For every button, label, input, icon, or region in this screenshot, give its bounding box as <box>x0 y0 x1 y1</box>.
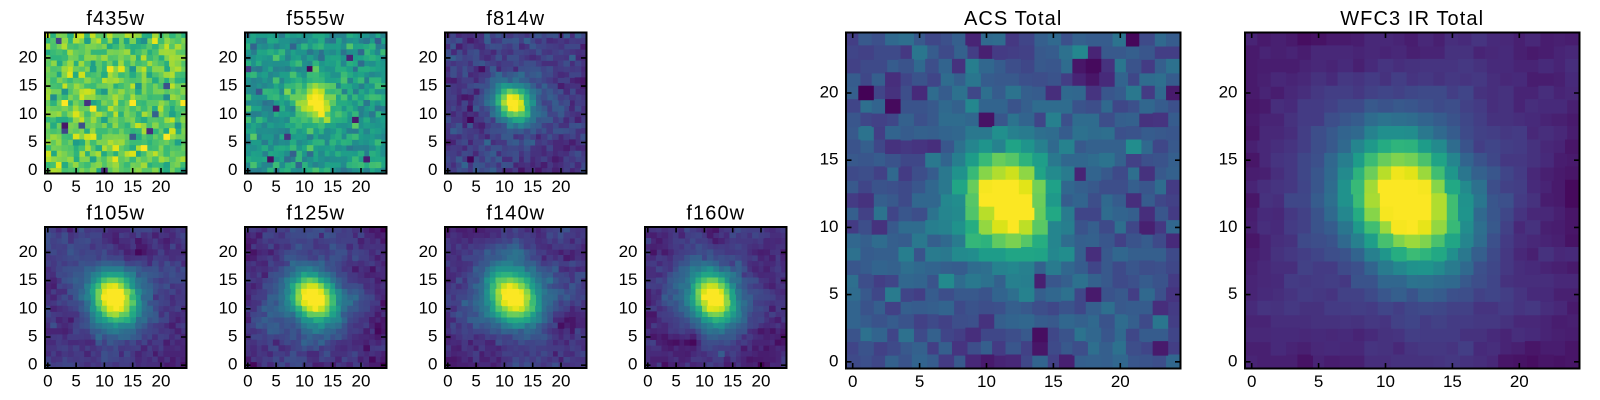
svg-text:0: 0 <box>1228 351 1237 370</box>
svg-text:15: 15 <box>323 372 342 391</box>
svg-text:5: 5 <box>271 372 280 391</box>
svg-text:0: 0 <box>28 355 37 374</box>
svg-text:f435w: f435w <box>86 8 145 30</box>
svg-text:0: 0 <box>428 160 437 179</box>
svg-text:5: 5 <box>71 372 80 391</box>
svg-text:10: 10 <box>977 372 996 391</box>
svg-text:5: 5 <box>471 372 480 391</box>
svg-text:WFC3 IR Total: WFC3 IR Total <box>1340 8 1484 30</box>
svg-text:20: 20 <box>219 47 238 66</box>
svg-text:0: 0 <box>228 160 237 179</box>
svg-text:5: 5 <box>28 327 37 346</box>
svg-text:15: 15 <box>419 270 438 289</box>
svg-text:15: 15 <box>619 270 638 289</box>
svg-text:0: 0 <box>28 160 37 179</box>
svg-text:15: 15 <box>523 177 542 196</box>
svg-text:5: 5 <box>471 177 480 196</box>
svg-text:f105w: f105w <box>86 203 145 225</box>
svg-text:10: 10 <box>19 298 38 317</box>
svg-text:10: 10 <box>1376 372 1395 391</box>
svg-text:ACS Total: ACS Total <box>964 8 1062 30</box>
svg-text:f160w: f160w <box>686 203 745 225</box>
svg-text:15: 15 <box>19 76 38 95</box>
svg-text:f125w: f125w <box>286 203 345 225</box>
svg-text:5: 5 <box>71 177 80 196</box>
svg-text:20: 20 <box>1111 372 1130 391</box>
svg-text:20: 20 <box>219 242 238 261</box>
svg-text:20: 20 <box>752 372 771 391</box>
svg-text:15: 15 <box>219 270 238 289</box>
svg-text:5: 5 <box>228 327 237 346</box>
svg-text:20: 20 <box>552 372 571 391</box>
svg-text:20: 20 <box>19 47 38 66</box>
svg-text:f555w: f555w <box>286 8 345 30</box>
svg-text:15: 15 <box>723 372 742 391</box>
svg-text:0: 0 <box>243 177 252 196</box>
svg-text:15: 15 <box>1044 372 1063 391</box>
svg-text:15: 15 <box>1219 150 1238 169</box>
svg-text:0: 0 <box>43 177 52 196</box>
svg-text:5: 5 <box>271 177 280 196</box>
svg-text:15: 15 <box>219 76 238 95</box>
svg-text:0: 0 <box>228 355 237 374</box>
svg-text:0: 0 <box>1247 372 1256 391</box>
svg-text:10: 10 <box>820 217 839 236</box>
svg-text:0: 0 <box>848 372 857 391</box>
svg-text:15: 15 <box>19 270 38 289</box>
svg-text:5: 5 <box>628 327 637 346</box>
svg-text:0: 0 <box>443 372 452 391</box>
svg-text:10: 10 <box>619 298 638 317</box>
svg-text:20: 20 <box>619 242 638 261</box>
svg-text:10: 10 <box>219 104 238 123</box>
svg-text:0: 0 <box>628 355 637 374</box>
svg-text:5: 5 <box>671 372 680 391</box>
svg-text:5: 5 <box>228 132 237 151</box>
svg-text:10: 10 <box>295 177 314 196</box>
svg-text:5: 5 <box>28 132 37 151</box>
svg-text:0: 0 <box>243 372 252 391</box>
svg-text:f814w: f814w <box>486 8 545 30</box>
svg-text:15: 15 <box>523 372 542 391</box>
svg-text:10: 10 <box>295 372 314 391</box>
svg-text:10: 10 <box>1219 217 1238 236</box>
svg-text:0: 0 <box>643 372 652 391</box>
svg-text:0: 0 <box>829 351 838 370</box>
svg-text:20: 20 <box>820 83 839 102</box>
svg-text:0: 0 <box>443 177 452 196</box>
svg-text:15: 15 <box>820 150 839 169</box>
svg-text:20: 20 <box>352 177 371 196</box>
svg-text:20: 20 <box>419 47 438 66</box>
svg-text:5: 5 <box>1314 372 1323 391</box>
svg-text:10: 10 <box>19 104 38 123</box>
svg-text:20: 20 <box>352 372 371 391</box>
svg-text:20: 20 <box>419 242 438 261</box>
svg-text:5: 5 <box>829 284 838 303</box>
svg-text:20: 20 <box>152 177 171 196</box>
svg-text:10: 10 <box>419 104 438 123</box>
svg-text:15: 15 <box>1443 372 1462 391</box>
svg-text:10: 10 <box>219 298 238 317</box>
svg-text:15: 15 <box>123 177 142 196</box>
svg-text:20: 20 <box>152 372 171 391</box>
svg-text:15: 15 <box>123 372 142 391</box>
svg-text:20: 20 <box>19 242 38 261</box>
svg-text:10: 10 <box>419 298 438 317</box>
svg-text:f140w: f140w <box>486 203 545 225</box>
svg-text:10: 10 <box>95 372 114 391</box>
svg-text:10: 10 <box>495 177 514 196</box>
svg-text:5: 5 <box>428 132 437 151</box>
svg-text:5: 5 <box>1228 284 1237 303</box>
svg-text:10: 10 <box>95 177 114 196</box>
svg-text:20: 20 <box>1219 83 1238 102</box>
svg-text:10: 10 <box>695 372 714 391</box>
svg-text:15: 15 <box>419 76 438 95</box>
svg-text:0: 0 <box>428 355 437 374</box>
svg-text:0: 0 <box>43 372 52 391</box>
svg-text:20: 20 <box>1510 372 1529 391</box>
svg-text:5: 5 <box>428 327 437 346</box>
svg-text:10: 10 <box>495 372 514 391</box>
svg-text:20: 20 <box>552 177 571 196</box>
svg-text:15: 15 <box>323 177 342 196</box>
svg-text:5: 5 <box>915 372 924 391</box>
